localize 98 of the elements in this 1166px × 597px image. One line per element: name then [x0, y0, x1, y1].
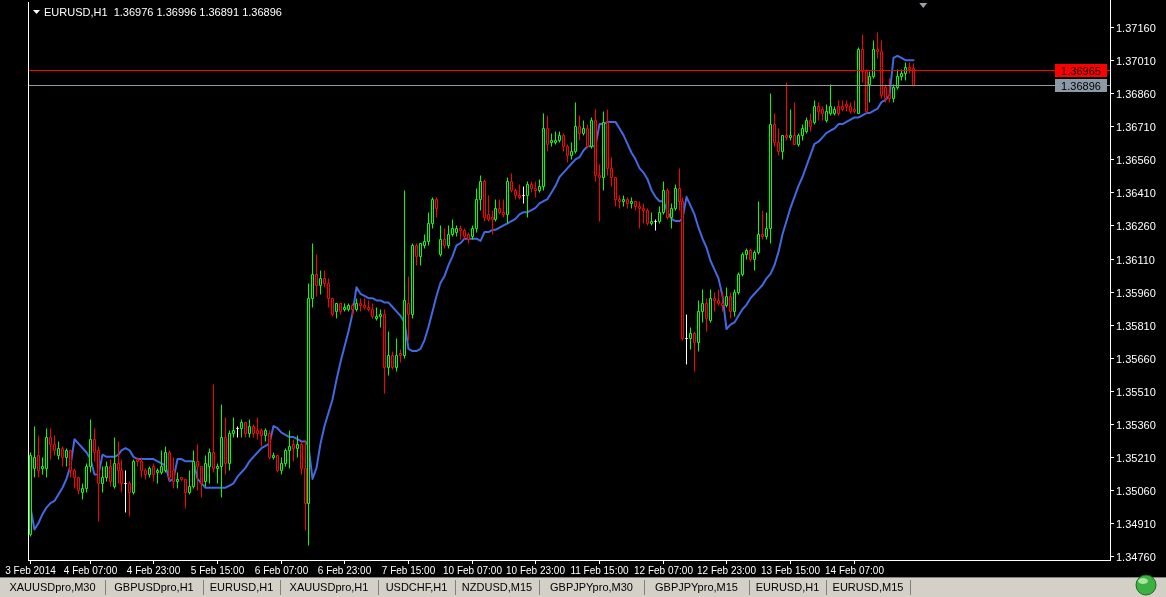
candlestick: [626, 197, 629, 209]
candlestick: [729, 292, 732, 319]
candlestick: [240, 419, 243, 438]
text: EURUSD,M15: [832, 581, 904, 593]
x-tick-label: 6 Feb 07:00: [254, 565, 309, 576]
candlestick: [148, 466, 151, 478]
y-tick-label: 1.35210: [1116, 451, 1156, 464]
candlestick: [526, 181, 529, 218]
candlestick: [904, 62, 907, 81]
candlestick: [288, 430, 291, 469]
x-tick-label: 3 Feb 2014: [5, 565, 57, 576]
line-series: [29, 54, 915, 531]
text: NZDUSD,M15: [461, 581, 533, 593]
candlestick: [483, 179, 486, 222]
candlestick: [276, 455, 279, 473]
x-tick-label: 4 Feb 07:00: [63, 565, 118, 576]
text: EURUSD,H1: [755, 581, 820, 593]
candlestick: [371, 303, 374, 319]
candlestick: [845, 100, 848, 112]
candlestick: [650, 212, 653, 226]
candlestick: [721, 292, 724, 312]
candlestick: [248, 419, 251, 438]
candlestick: [522, 186, 525, 204]
x-tick-label: 4 Feb 23:00: [126, 565, 181, 576]
ref-line-label: 1.36896: [1061, 79, 1101, 92]
y-tick-label: 1.36860: [1116, 87, 1156, 100]
y-tick-label: 1.34760: [1116, 550, 1156, 563]
y-tick-label: 1.36110: [1116, 253, 1155, 266]
candlestick: [351, 303, 354, 317]
y-tick-label: 1.36560: [1116, 153, 1156, 166]
candlestick: [339, 303, 342, 315]
candlestick: [220, 404, 223, 498]
candlestick: [630, 197, 633, 209]
y-tick-label: 1.35510: [1116, 385, 1156, 398]
text: GBPJPYpro,M30: [550, 581, 633, 593]
y-tick-label: 1.36410: [1116, 186, 1156, 199]
candlestick: [534, 181, 537, 198]
text: EURUSD,H1: [209, 581, 274, 593]
candlestick: [403, 190, 406, 359]
candlestick: [343, 303, 346, 312]
candlestick: [363, 298, 366, 310]
text: USDCHF,H1: [385, 581, 448, 593]
candlestick: [888, 78, 891, 103]
text: GBPJPYpro,M15: [655, 581, 738, 593]
x-tick-label: 10 Feb 23:00: [506, 565, 566, 576]
candlestick: [124, 470, 127, 513]
y-tick-label: 1.35060: [1116, 484, 1156, 497]
y-tick-label: 1.35360: [1116, 418, 1156, 431]
y-tick-label: 1.37010: [1116, 54, 1156, 67]
candlestick: [821, 106, 824, 121]
y-tick-label: 1.35660: [1116, 352, 1156, 365]
y-tick-label: 1.36710: [1116, 120, 1156, 133]
candlestick: [769, 93, 772, 244]
candlestick: [622, 195, 625, 207]
x-tick-label: 14 Feb 07:00: [825, 565, 885, 576]
x-tick-label: 7 Feb 15:00: [381, 565, 436, 576]
candlestick: [646, 208, 649, 226]
y-tick-label: 1.37160: [1116, 21, 1156, 34]
text: XAUUSDpro,H1: [289, 581, 369, 593]
text: XAUUSDpro,M30: [9, 581, 96, 593]
y-tick-label: 1.35960: [1116, 286, 1156, 299]
candlestick: [383, 309, 386, 394]
candlestick: [140, 457, 143, 478]
candlestick: [638, 201, 641, 229]
candlestick: [849, 102, 852, 114]
x-tick-label: 12 Feb 23:00: [697, 565, 757, 576]
candlestick: [244, 422, 247, 438]
candlestick: [518, 184, 521, 200]
x-tick-label: 6 Feb 23:00: [317, 565, 372, 576]
candlestick: [152, 463, 155, 482]
candlestick: [542, 113, 545, 191]
x-tick-label: 5 Feb 15:00: [190, 565, 245, 576]
candlestick: [61, 446, 64, 467]
candlestick: [439, 225, 442, 257]
y-tick-label: 1.35810: [1116, 319, 1156, 332]
candlestick: [685, 314, 688, 365]
x-tick-label: 11 Feb 15:00: [570, 565, 630, 576]
text: GBPUSDpro,H1: [114, 581, 194, 593]
candlestick: [793, 102, 796, 145]
candlestick: [359, 298, 362, 312]
candlestick: [841, 100, 844, 112]
candlestick: [463, 228, 466, 240]
candlestick: [817, 102, 820, 121]
y-tick-label: 1.36260: [1116, 219, 1156, 232]
candlestick: [395, 338, 398, 372]
candlestick: [268, 430, 271, 460]
candlestick: [459, 225, 462, 240]
y-tick-label: 1.34910: [1116, 517, 1156, 530]
x-tick-label: 13 Feb 15:00: [761, 565, 821, 576]
ref-line-label: 1.36965: [1061, 64, 1101, 77]
candlestick: [506, 177, 509, 224]
candlestick: [113, 437, 116, 489]
candlestick: [554, 131, 557, 145]
chart-title: EURUSD,H1 1.36976 1.36996 1.36891 1.36896: [44, 6, 282, 18]
candlestick: [45, 428, 48, 478]
x-tick-label: 10 Feb 07:00: [443, 565, 503, 576]
candlestick: [837, 100, 840, 116]
x-tick-label: 12 Feb 07:00: [634, 565, 694, 576]
